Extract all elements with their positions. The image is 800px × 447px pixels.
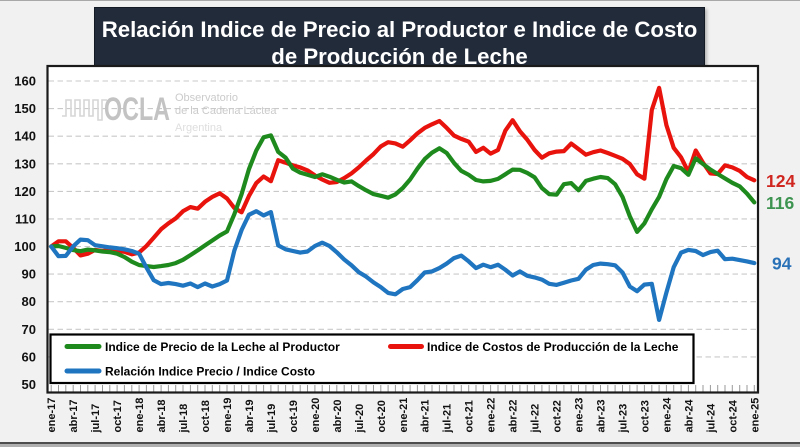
svg-text:oct-21: oct-21 [464, 400, 476, 432]
svg-text:oct-20: oct-20 [376, 400, 388, 432]
svg-text:Argentina: Argentina [175, 122, 223, 134]
svg-text:140: 140 [14, 129, 36, 144]
svg-text:jul-20: jul-20 [354, 404, 366, 434]
svg-text:90: 90 [22, 267, 36, 282]
svg-text:abr-23: abr-23 [596, 399, 608, 432]
svg-text:94: 94 [772, 254, 792, 274]
svg-text:jul-18: jul-18 [178, 404, 190, 434]
svg-text:Indice de Precio de la Leche a: Indice de Precio de la Leche al Producto… [105, 340, 340, 354]
svg-text:oct-22: oct-22 [552, 400, 564, 432]
svg-text:oct-17: oct-17 [112, 400, 124, 432]
svg-text:abr-17: abr-17 [68, 399, 80, 432]
svg-text:ene-25: ene-25 [749, 398, 761, 433]
svg-text:Observatorio: Observatorio [175, 92, 238, 104]
svg-text:jul-19: jul-19 [266, 404, 278, 434]
svg-text:60: 60 [22, 349, 36, 364]
svg-text:abr-18: abr-18 [156, 399, 168, 432]
svg-text:ene-22: ene-22 [486, 398, 498, 433]
svg-text:jul-24: jul-24 [705, 403, 717, 434]
svg-text:ene-20: ene-20 [310, 398, 322, 433]
svg-text:ene-19: ene-19 [222, 398, 234, 433]
svg-text:oct-24: oct-24 [727, 399, 739, 432]
svg-text:80: 80 [22, 294, 36, 309]
svg-text:130: 130 [14, 156, 36, 171]
svg-text:jul-23: jul-23 [618, 404, 630, 434]
svg-text:ene-17: ene-17 [46, 398, 58, 433]
svg-text:116: 116 [766, 193, 794, 213]
svg-text:abr-21: abr-21 [420, 399, 432, 432]
svg-text:jul-17: jul-17 [90, 404, 102, 434]
svg-text:160: 160 [14, 74, 36, 89]
svg-text:ene-23: ene-23 [574, 398, 586, 433]
svg-text:abr-22: abr-22 [508, 399, 520, 432]
svg-text:jul-21: jul-21 [442, 404, 454, 434]
svg-text:oct-18: oct-18 [200, 400, 212, 432]
svg-text:Indice de Costos de Producción: Indice de Costos de Producción de la Lec… [427, 340, 679, 354]
svg-text:oct-23: oct-23 [639, 400, 651, 432]
svg-text:70: 70 [22, 322, 36, 337]
svg-text:de la Cadena Láctea: de la Cadena Láctea [175, 105, 277, 117]
svg-text:50: 50 [22, 377, 36, 392]
svg-text:abr-24: abr-24 [683, 399, 695, 433]
svg-text:abr-20: abr-20 [332, 399, 344, 432]
svg-text:ene-18: ene-18 [134, 398, 146, 433]
svg-text:100: 100 [14, 239, 36, 254]
svg-text:124: 124 [766, 171, 795, 191]
svg-text:120: 120 [14, 184, 36, 199]
svg-text:ene-24: ene-24 [661, 397, 673, 433]
svg-text:ene-21: ene-21 [398, 398, 410, 433]
svg-text:oct-19: oct-19 [288, 400, 300, 432]
svg-text:Relación Indice Precio / Indic: Relación Indice Precio / Indice Costo [105, 365, 315, 379]
svg-text:OCLA: OCLA [104, 91, 170, 127]
svg-text:110: 110 [15, 211, 36, 226]
svg-text:150: 150 [14, 101, 36, 116]
svg-text:abr-19: abr-19 [244, 399, 256, 432]
svg-text:jul-22: jul-22 [530, 404, 542, 434]
